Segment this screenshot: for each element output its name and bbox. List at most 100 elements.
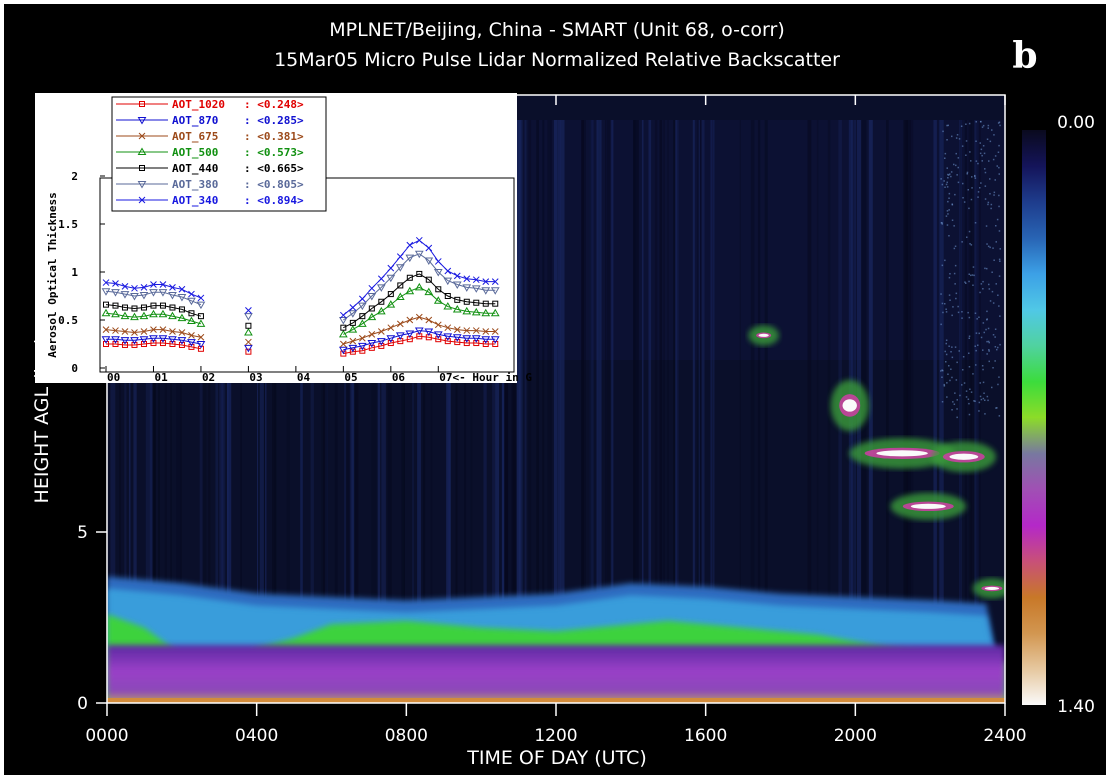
data-point xyxy=(405,330,415,338)
heatmap-noise-dot xyxy=(999,260,1001,262)
heatmap-noise-dot xyxy=(981,365,984,367)
heatmap-noise-dot xyxy=(954,193,956,196)
data-point xyxy=(492,341,499,347)
heatmap-streak xyxy=(377,120,381,680)
data-point xyxy=(130,293,139,301)
inset-axes: 0 0.5 1 1.5 2 00 01 02 03 04 05 06 07 <- Hour in G xyxy=(58,170,532,384)
data-point xyxy=(139,311,149,320)
heatmap-noise-dot xyxy=(970,274,972,277)
heatmap-streak xyxy=(589,120,594,680)
heatmap-streak xyxy=(124,120,127,680)
heatmap-streak xyxy=(502,120,504,680)
heatmap-noise-dot xyxy=(984,168,986,170)
data-point xyxy=(120,291,130,299)
heatmap-noise-dot xyxy=(975,121,977,123)
x-tick-label: 0800 xyxy=(385,726,428,746)
heatmap-noise-dot xyxy=(947,373,949,375)
inset-x-tick-label: 00 xyxy=(107,371,120,384)
data-point xyxy=(471,285,481,293)
heatmap-noise-dot xyxy=(950,175,952,178)
data-point xyxy=(425,316,433,324)
heatmap-noise-dot xyxy=(963,382,966,384)
heatmap-noise-dot xyxy=(951,409,953,411)
heatmap-noise-dot xyxy=(969,388,971,390)
heatmap-noise-dot xyxy=(944,303,946,305)
data-point xyxy=(482,341,489,347)
legend-series-value: : <0.665> xyxy=(244,162,304,175)
data-point xyxy=(387,264,395,272)
data-point xyxy=(149,309,158,318)
heatmap-streak xyxy=(258,120,260,680)
data-point xyxy=(377,328,385,335)
heatmap-noise-dot xyxy=(956,134,959,136)
heatmap-noise-dot xyxy=(957,311,960,314)
heatmap-streak xyxy=(180,120,182,680)
heatmap-noise-dot xyxy=(975,332,978,334)
heatmap-noise-dot xyxy=(945,183,948,186)
heatmap-streak xyxy=(300,120,303,680)
data-point xyxy=(434,258,442,265)
heatmap-streak xyxy=(700,120,705,680)
data-point xyxy=(197,333,205,341)
heatmap-noise-dot xyxy=(947,174,950,176)
x-tick-label: 1600 xyxy=(684,726,727,746)
data-point xyxy=(358,334,366,342)
cloud-peak xyxy=(876,450,928,457)
heatmap-noise-dot xyxy=(956,416,958,419)
heatmap-noise-dot xyxy=(941,223,943,225)
heatmap-noise-dot xyxy=(968,366,971,368)
data-point xyxy=(463,275,471,283)
heatmap-streak xyxy=(158,120,160,680)
heatmap-noise-dot xyxy=(941,376,943,378)
heatmap-noise-dot xyxy=(983,152,986,155)
heatmap-noise-dot xyxy=(961,317,963,319)
heatmap-noise-dot xyxy=(987,203,989,206)
heatmap-streak xyxy=(417,120,421,680)
heatmap-streak xyxy=(286,120,290,680)
data-point xyxy=(138,132,146,140)
data-point xyxy=(435,336,442,343)
heatmap-streak xyxy=(265,120,267,680)
data-point xyxy=(178,285,186,293)
heatmap-noise-dot xyxy=(945,311,948,313)
data-point xyxy=(103,341,109,347)
heatmap-noise-dot xyxy=(941,302,944,305)
heatmap-noise-dot xyxy=(998,194,1000,197)
data-point xyxy=(406,274,413,281)
heatmap-streak xyxy=(346,120,352,680)
heatmap-noise-dot xyxy=(979,395,982,398)
heatmap-streak xyxy=(504,120,509,680)
heatmap-noise-dot xyxy=(946,382,948,384)
heatmap-noise-dot xyxy=(956,361,958,364)
heatmap-noise-dot xyxy=(987,399,989,402)
legend-series-value: : <0.248> xyxy=(244,98,304,111)
heatmap-noise-dot xyxy=(966,236,968,238)
data-point xyxy=(159,340,166,347)
x-axis-label: TIME OF DAY (UTC) xyxy=(466,747,647,769)
heatmap-noise-dot xyxy=(945,339,948,341)
data-point xyxy=(150,281,157,288)
data-point xyxy=(395,264,405,272)
heatmap-noise-dot xyxy=(998,205,1000,208)
heatmap-noise-dot xyxy=(998,173,1000,175)
data-point xyxy=(187,316,196,324)
data-point xyxy=(376,306,386,315)
heatmap-noise-dot xyxy=(941,401,944,403)
heatmap-noise-dot xyxy=(942,311,944,314)
heatmap-streak xyxy=(536,120,539,680)
heatmap-noise-dot xyxy=(994,360,996,362)
data-point xyxy=(452,304,462,313)
heatmap-streak xyxy=(176,120,181,680)
heatmap-noise-dot xyxy=(953,272,956,275)
heatmap-noise-dot xyxy=(941,183,944,186)
data-point xyxy=(178,329,186,336)
cloud-peak xyxy=(842,399,857,412)
heatmap-noise-dot xyxy=(989,193,991,195)
heatmap-noise-dot xyxy=(944,152,947,155)
heatmap-noise-dot xyxy=(988,349,990,351)
inset-x-tick-label: 04 xyxy=(297,371,311,384)
heatmap-noise-dot xyxy=(994,336,996,338)
heatmap-noise-dot xyxy=(994,155,997,157)
heatmap-noise-dot xyxy=(988,341,990,344)
